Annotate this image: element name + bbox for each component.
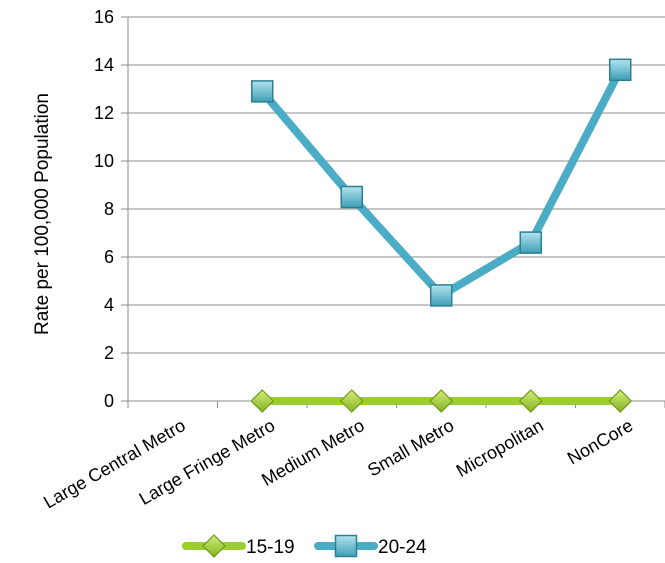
data-point-15-19: [608, 389, 633, 413]
data-point-20-24: [340, 185, 363, 209]
x-tick-label: NonCore: [564, 415, 636, 468]
y-axis-title: Rate per 100,000 Population: [32, 93, 53, 335]
data-point-20-24: [251, 80, 274, 103]
y-tick-label: 14: [94, 55, 114, 75]
x-tick-label: Micropolitan: [453, 415, 547, 481]
series-group: [250, 58, 633, 413]
series-line-20-24: [258, 65, 625, 300]
y-tick-label: 10: [94, 151, 114, 171]
y-tick-label: 6: [104, 247, 114, 267]
legend-marker-20-24: [334, 534, 358, 558]
y-tick-label: 8: [104, 199, 114, 219]
legend: 15-19 20-24: [182, 534, 427, 558]
legend-marker-15-19: [202, 534, 226, 558]
data-point-20-24: [430, 284, 453, 307]
y-tick-label: 0: [104, 391, 114, 411]
data-point-15-19: [339, 389, 364, 413]
x-tick-label: Large Central Metro: [40, 415, 189, 512]
legend-label-20-24: 20-24: [378, 537, 427, 558]
data-point-15-19: [250, 389, 275, 413]
data-point-20-24: [609, 58, 632, 82]
legend-label-15-19: 15-19: [246, 537, 295, 558]
data-point-20-24: [519, 231, 542, 254]
data-point-15-19: [518, 389, 543, 413]
axes: [121, 16, 665, 408]
y-tick-label: 12: [94, 103, 114, 123]
y-tick-label: 16: [94, 7, 114, 27]
y-tick-label: 4: [104, 295, 114, 315]
x-tick-label: Small Metro: [364, 415, 457, 480]
y-tick-label: 2: [104, 343, 114, 363]
data-point-15-19: [429, 389, 454, 413]
gridlines: [128, 16, 665, 354]
